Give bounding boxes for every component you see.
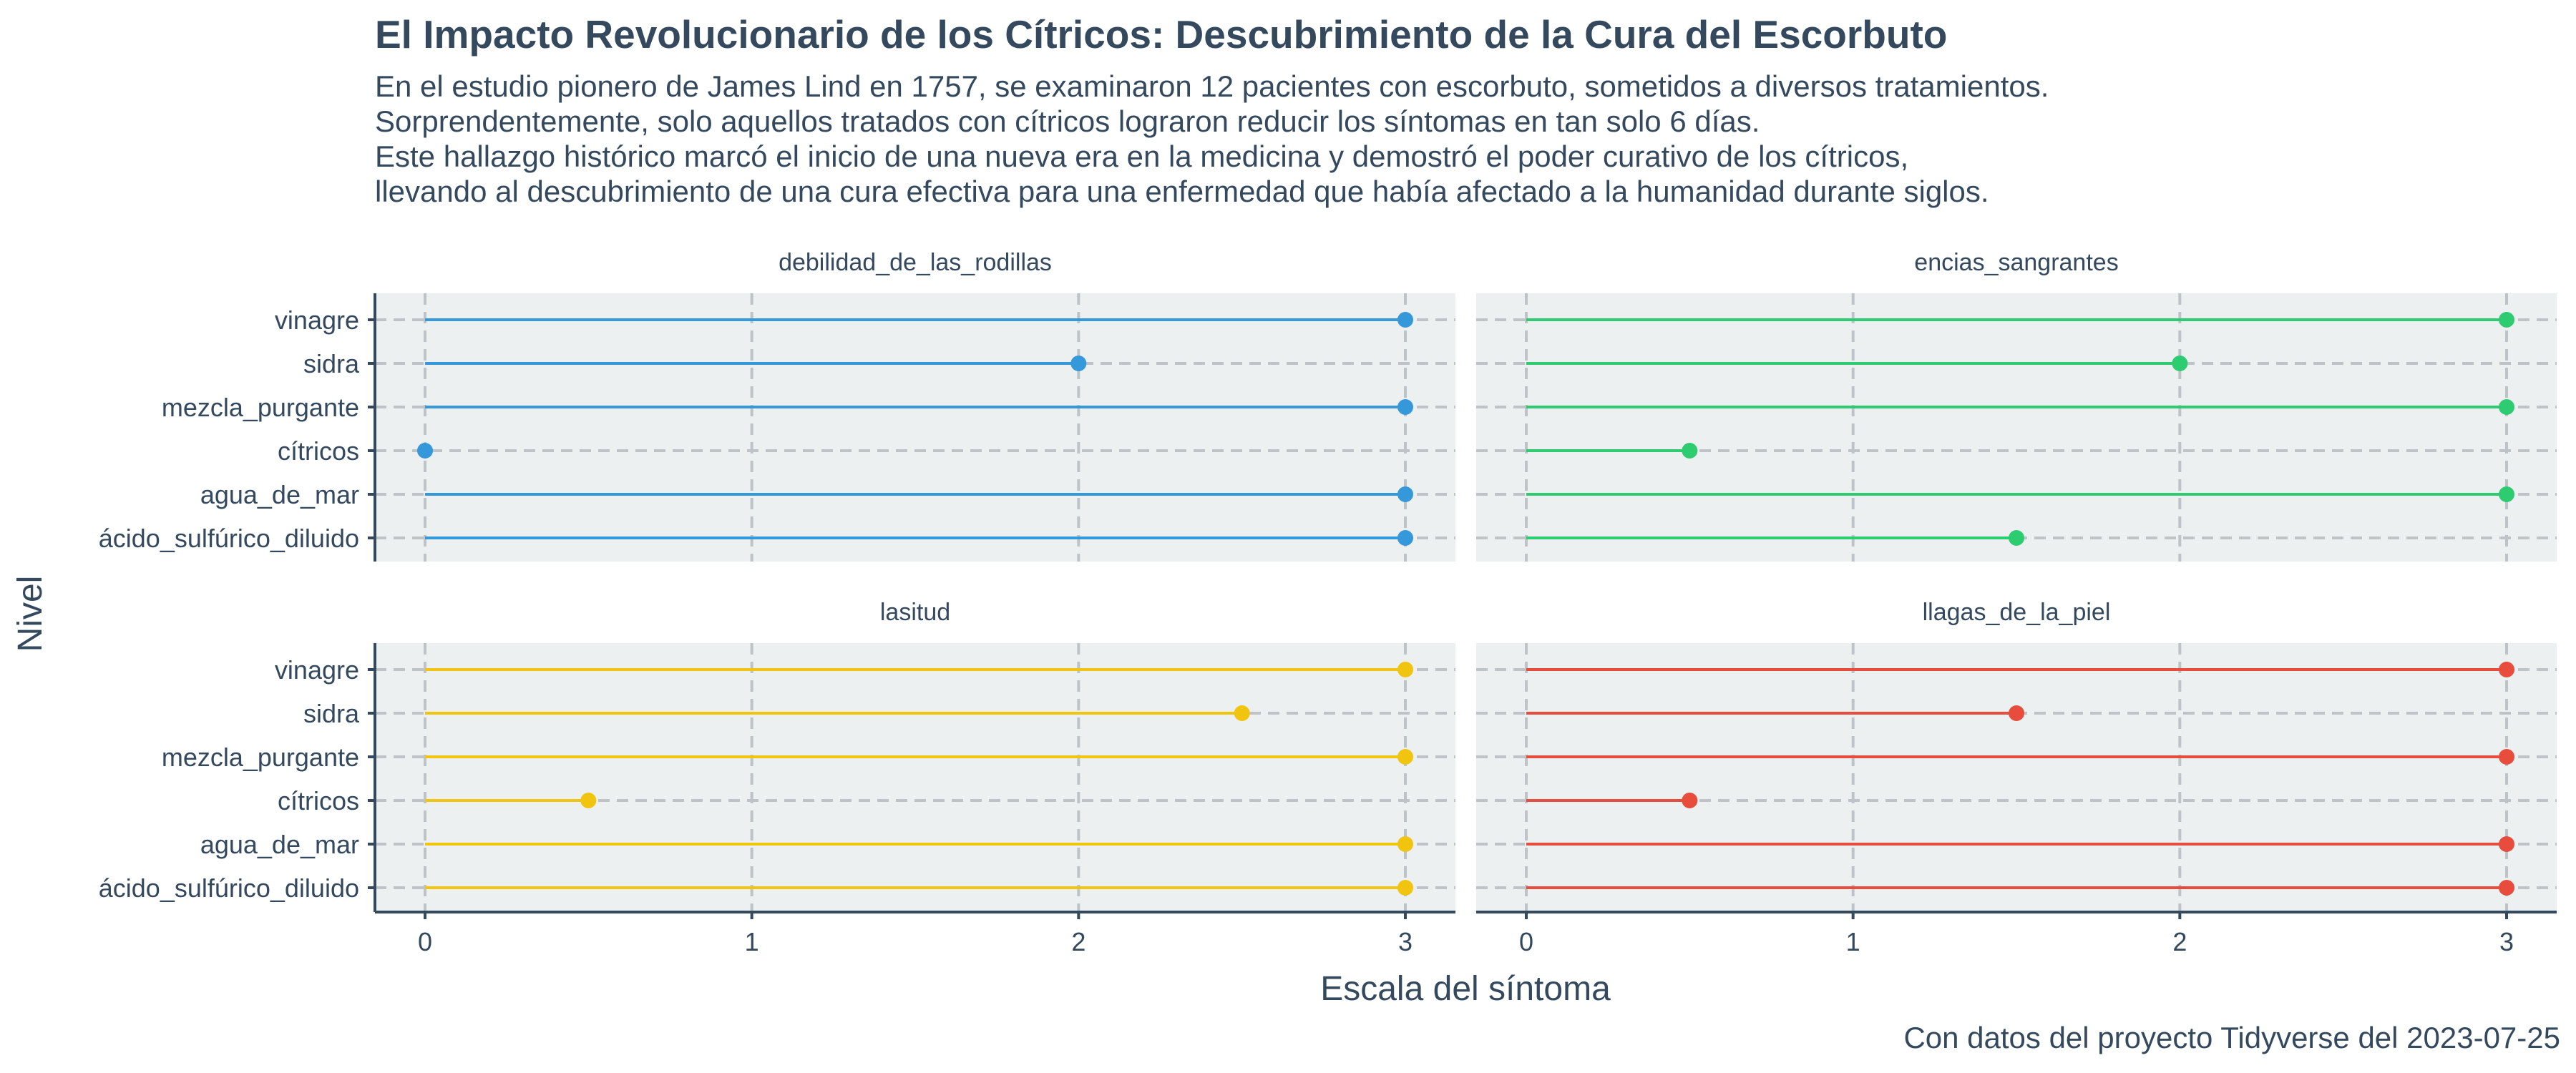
lollipop-point [1682,443,1698,459]
lollipop-point [2499,486,2514,502]
chart-caption: Con datos del proyecto Tidyverse del 202… [1903,1021,2560,1054]
panel-background [375,293,1455,562]
y-tick-label: mezcla_purgante [162,743,359,772]
facet-strip-label: lasitud [880,599,950,626]
x-tick-label: 0 [418,927,432,956]
lollipop-point [1397,880,1413,896]
subtitle-line-4: llevando al descubrimiento de una cura e… [375,175,1989,208]
lollipop-point [417,443,433,459]
lollipop-point [2499,880,2514,896]
subtitle-line-2: Sorprendentemente, solo aquellos tratado… [375,104,1760,138]
panel-background [1476,293,2557,562]
chart-title: El Impacto Revolucionario de los Cítrico… [375,12,1948,57]
y-axis-title: Nivel [11,576,49,652]
x-tick-label: 0 [1519,927,1533,956]
lollipop-point [580,793,597,808]
facet-strip-label: encias_sangrantes [1914,249,2118,276]
lollipop-point [1234,705,1250,721]
x-tick-label: 3 [2499,927,2514,956]
subtitle-line-1: En el estudio pionero de James Lind en 1… [375,69,2049,103]
y-tick-label: sidra [303,349,360,378]
lollipop-point [2499,312,2514,328]
y-tick-label: vinagre [275,305,359,335]
lollipop-point [1397,312,1413,328]
x-tick-label: 1 [745,927,759,956]
y-tick-label: agua_de_mar [200,830,359,859]
y-tick-label: sidra [303,699,360,728]
lollipop-point [2499,749,2514,765]
facet-strip-label: debilidad_de_las_rodillas [779,249,1052,276]
lollipop-point [2172,356,2188,371]
y-tick-label: ácido_sulfúrico_diluido [99,873,359,903]
y-tick-label: vinagre [275,655,359,685]
lollipop-point [1682,793,1698,808]
lollipop-point [1397,749,1413,765]
x-tick-label: 3 [1398,927,1413,956]
y-tick-label: cítricos [278,786,359,815]
lollipop-point [2009,705,2024,721]
y-tick-label: mezcla_purgante [162,393,359,422]
subtitle-line-3: Este hallazgo histórico marcó el inicio … [375,139,1909,173]
y-tick-label: cítricos [278,436,359,466]
lollipop-point [1397,486,1413,502]
x-tick-label: 2 [2172,927,2187,956]
panel-background [375,643,1455,912]
lollipop-point [1397,399,1413,415]
lollipop-point [1070,356,1087,371]
lollipop-point [2009,530,2024,546]
lollipop-point [2499,836,2514,852]
y-tick-label: ácido_sulfúrico_diluido [99,524,359,553]
lollipop-point [1397,530,1413,546]
panel-background [1476,643,2557,912]
x-tick-label: 2 [1071,927,1085,956]
lollipop-point [2499,662,2514,677]
lollipop-point [2499,399,2514,415]
chart-subtitle: En el estudio pionero de James Lind en 1… [375,69,2049,209]
x-axis-title: Escala del síntoma [1320,970,1611,1008]
lollipop-point [1397,836,1413,852]
y-tick-label: agua_de_mar [200,480,359,509]
facet-strip-label: llagas_de_la_piel [1923,599,2111,626]
lollipop-point [1397,662,1413,677]
x-tick-label: 1 [1846,927,1860,956]
